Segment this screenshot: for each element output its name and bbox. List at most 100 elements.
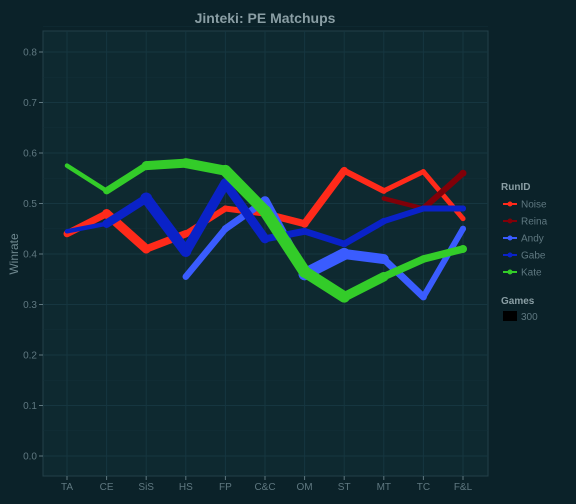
series-point (459, 169, 467, 177)
legend-item-noise: Noise (503, 200, 547, 211)
series-segment (64, 163, 109, 194)
series-segment (180, 158, 231, 176)
legend-color-title: RunID (501, 182, 530, 193)
series-segment (419, 245, 467, 263)
series-segment (140, 192, 192, 257)
series-point (141, 244, 151, 254)
series-point (420, 293, 427, 300)
series-segment (380, 205, 427, 225)
series-point (340, 240, 348, 248)
series-segment (420, 225, 466, 300)
x-axis-ticks: TA CE SiS HS FP C&C OM ST MT TC F&L (61, 476, 473, 493)
series-point (459, 244, 467, 253)
series-point (420, 169, 426, 175)
series-segment (420, 170, 466, 212)
series-segment (219, 164, 271, 217)
x-tick-label: TA (61, 482, 73, 493)
series-point (259, 205, 271, 218)
series-point (180, 246, 191, 257)
x-tick-label: SiS (138, 482, 154, 493)
x-tick-label: CE (100, 482, 114, 493)
series-segment (300, 166, 348, 228)
series-gabe (64, 178, 466, 257)
series-segment (103, 162, 150, 195)
series-segment (180, 178, 231, 257)
series-point (301, 228, 308, 235)
legend-label: Gabe (521, 251, 546, 262)
series-point (65, 163, 69, 168)
series-point (181, 158, 191, 168)
chart-title: Jinteki: PE Matchups (195, 10, 336, 26)
series-point (298, 265, 311, 278)
series-segment (381, 196, 426, 211)
y-axis-label: Winrate (7, 233, 21, 275)
series-segment (259, 205, 311, 278)
x-tick-label: F&L (454, 482, 473, 493)
legend-key-point (507, 235, 513, 241)
series-point (381, 188, 387, 194)
series-point (141, 161, 151, 171)
series-segment (220, 178, 270, 244)
y-axis-ticks: 0.0 0.1 0.2 0.3 0.4 0.5 0.6 0.7 0.8 (23, 48, 43, 463)
series-segment (381, 169, 426, 194)
legend-label: Andy (521, 234, 544, 245)
series-point (460, 205, 466, 212)
series-segment (340, 217, 388, 248)
series-point (140, 192, 153, 205)
y-tick-label: 0.6 (23, 149, 37, 160)
legend-size-title: Games (501, 296, 535, 307)
series-segment (380, 255, 428, 281)
y-tick-label: 0.8 (23, 48, 37, 59)
series-point (104, 221, 110, 227)
y-tick-label: 0.4 (23, 250, 37, 261)
series-segment (141, 158, 191, 171)
legend-key-point (507, 269, 513, 275)
y-tick-label: 0.1 (23, 401, 37, 412)
series-point (182, 273, 189, 280)
series-segment (341, 167, 387, 194)
x-tick-label: MT (377, 482, 391, 493)
y-tick-label: 0.0 (23, 452, 37, 463)
series-point (300, 219, 309, 228)
legend-key-point (507, 252, 513, 258)
series-segment (182, 225, 229, 280)
legend-label: Reina (521, 217, 548, 228)
series-segment (339, 271, 389, 302)
series-point (182, 230, 189, 237)
series-point (419, 255, 427, 263)
series-lines (63, 158, 467, 303)
series-point (102, 209, 112, 219)
series-kate (64, 158, 467, 303)
series-point (379, 272, 388, 281)
series-point (261, 234, 269, 243)
legend-item-andy: Andy (503, 234, 544, 245)
series-segment (64, 221, 109, 234)
legend: RunID Noise Reina Andy Gabe Kate Games 300 (501, 182, 548, 323)
series-point (65, 229, 69, 234)
series-point (380, 218, 387, 225)
series-point (340, 167, 348, 175)
x-tick-label: OM (297, 482, 313, 493)
y-tick-label: 0.3 (23, 300, 37, 311)
y-tick-label: 0.7 (23, 98, 37, 109)
x-tick-label: C&C (254, 482, 275, 493)
x-tick-label: FP (219, 482, 232, 493)
y-tick-label: 0.2 (23, 351, 37, 362)
series-point (221, 225, 229, 233)
legend-color-entries: Noise Reina Andy Gabe Kate (503, 200, 548, 279)
legend-label: Kate (521, 268, 542, 279)
series-reina (381, 169, 467, 212)
series-point (381, 196, 386, 201)
series-point (338, 291, 350, 303)
x-tick-label: ST (338, 482, 351, 493)
legend-size-key (503, 311, 517, 321)
legend-label: Noise (521, 200, 547, 211)
x-tick-label: HS (179, 482, 193, 493)
legend-key-point (507, 201, 513, 207)
series-segment (301, 228, 348, 248)
legend-size-label: 300 (521, 312, 538, 323)
series-point (104, 188, 110, 194)
x-tick-label: TC (417, 482, 430, 493)
y-tick-label: 0.5 (23, 199, 37, 210)
